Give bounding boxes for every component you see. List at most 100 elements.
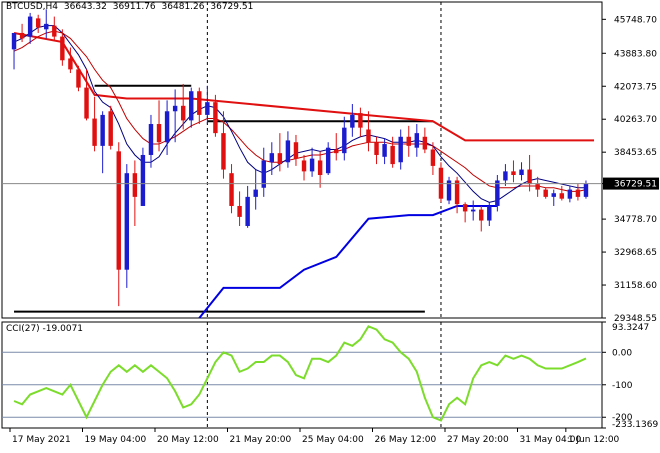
candle-body	[35, 18, 41, 28]
candle-body	[422, 136, 428, 150]
candle-body	[358, 113, 363, 128]
candle-body	[197, 91, 202, 115]
candle-body	[535, 184, 540, 190]
cci-tick-label: -233.1369	[612, 420, 658, 430]
candle-body	[487, 205, 492, 221]
candle-body	[172, 105, 178, 112]
candle-body	[213, 102, 218, 134]
candle-body	[567, 189, 573, 199]
candle-body	[100, 114, 105, 146]
candle-body	[511, 171, 516, 176]
candle-body	[108, 111, 113, 146]
cci-header: CCI(27) -19.0071	[6, 324, 84, 334]
candle-body	[229, 173, 234, 206]
price-tick-label: 42073.75	[614, 82, 657, 92]
candle-body	[398, 136, 403, 163]
price-tick-label: 43883.80	[614, 49, 657, 59]
candle-body	[180, 105, 186, 121]
candle-body	[495, 180, 500, 206]
price-tick-label: 40263.70	[614, 115, 657, 125]
candle-body	[479, 209, 484, 221]
candle-body	[454, 180, 460, 205]
close-value: 36729.51	[210, 2, 254, 12]
candle-body	[301, 160, 307, 172]
candle-body	[527, 169, 532, 185]
candle-body	[503, 171, 508, 181]
candle-body	[11, 32, 17, 50]
current-price-label: 36729.51	[614, 180, 657, 190]
candle-body	[19, 32, 25, 39]
candle-body	[285, 140, 291, 163]
candle-body	[132, 173, 138, 197]
candle-body	[374, 142, 379, 155]
candle-body	[430, 149, 436, 166]
candle-body	[253, 189, 258, 197]
price-tick-label: 34778.70	[614, 215, 657, 225]
price-tick-label: 38453.65	[614, 148, 657, 158]
candle-body	[293, 142, 299, 159]
time-tick-label: 1 Jun 12:00	[568, 435, 620, 445]
cci-line	[13, 325, 587, 422]
cci-plot-frame	[1, 321, 603, 429]
candle-body	[44, 23, 49, 30]
candle-body	[350, 114, 355, 128]
candle-body	[334, 149, 339, 154]
candle-body	[583, 183, 589, 197]
candle-body	[148, 124, 154, 155]
candle-body	[269, 153, 275, 163]
current-price-tag	[603, 177, 659, 190]
candle-body	[52, 25, 57, 37]
price-tick-label: 45748.70	[614, 15, 657, 25]
time-tick-label: 27 May 20:00	[447, 435, 509, 445]
candle-body	[519, 169, 524, 176]
candle-body	[382, 144, 387, 157]
candle-body	[92, 118, 97, 146]
candle-body	[156, 124, 162, 143]
candle-body	[406, 136, 411, 146]
candle-body	[164, 111, 170, 143]
price-tick-label: 29348.55	[614, 314, 657, 324]
candle-body	[462, 204, 468, 212]
trailing-stop-red-line	[13, 31, 595, 142]
candle-body	[559, 193, 565, 199]
symbol-header: BTCUSD,H4 36643.32 36911.76 36481.26 367…	[6, 2, 256, 12]
candle-body	[189, 91, 194, 121]
cci-tick-label: -100	[612, 381, 633, 391]
trailing-stop-blue-line	[198, 204, 498, 319]
high-value: 36911.76	[112, 2, 156, 12]
cci-tick-label: -200	[612, 413, 633, 423]
candle-body	[84, 87, 89, 119]
candle-body	[27, 16, 33, 37]
candle-body	[317, 160, 323, 176]
open-value: 36643.32	[63, 2, 107, 12]
main-plot-frame	[1, 1, 603, 319]
candle-body	[414, 133, 420, 148]
candle-body	[390, 145, 395, 165]
candle-body	[470, 209, 476, 212]
candle-body	[575, 189, 581, 197]
candle-body	[342, 127, 347, 154]
candle-body	[205, 102, 210, 115]
time-tick-label: 17 May 2021	[12, 435, 71, 445]
candle-body	[116, 151, 121, 270]
candle-body	[261, 160, 266, 188]
time-tick-label: 21 May 20:00	[230, 435, 292, 445]
candle-body	[325, 147, 331, 174]
low-value: 36481.26	[161, 2, 205, 12]
moving-average-slow	[13, 30, 587, 192]
time-tick-label: 19 May 04:00	[85, 435, 147, 445]
candle-body	[543, 189, 548, 197]
price-tick-label: 31158.60	[614, 281, 657, 291]
candle-body	[446, 180, 452, 201]
symbol-label: BTCUSD,H4	[6, 2, 59, 12]
candle-body	[245, 196, 250, 227]
time-tick-label: 31 May 04:00	[520, 435, 582, 445]
time-tick-label: 20 May 12:00	[157, 435, 219, 445]
candle-body	[76, 69, 81, 88]
candle-body	[237, 205, 242, 217]
candle-body	[60, 36, 65, 61]
candle-body	[124, 173, 130, 270]
candle-body	[277, 153, 283, 165]
